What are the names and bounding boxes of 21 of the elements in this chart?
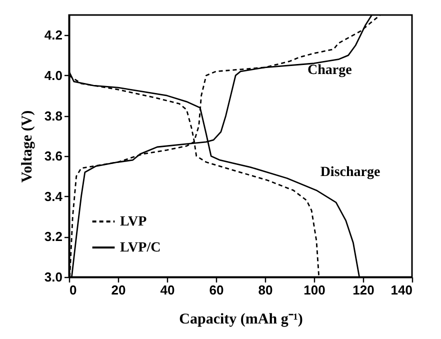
y-tick-label: 3.0 xyxy=(44,270,62,284)
y-tick-label: 3.6 xyxy=(44,148,62,164)
y-tick-label: 3.2 xyxy=(44,229,62,244)
y-axis-title: Voltage (V) xyxy=(19,110,36,183)
x-axis-title: Capacity (mAh g⁻¹) xyxy=(179,312,303,328)
x-tick-label: 100 xyxy=(304,282,326,298)
x-tick-label: 0 xyxy=(70,282,77,298)
legend-label: LVP xyxy=(120,214,148,230)
x-tick-label: 20 xyxy=(111,282,126,298)
x-tick-label: 40 xyxy=(160,282,175,298)
legend-label: LVP/C xyxy=(120,240,161,256)
y-tick-label: 4.2 xyxy=(44,28,62,43)
annotation: Discharge xyxy=(320,165,380,180)
x-tick-label: 60 xyxy=(209,282,224,298)
x-tick-label: 80 xyxy=(258,282,273,298)
x-tick-label: 140 xyxy=(390,282,412,298)
y-tick-label: 3.4 xyxy=(44,188,64,204)
annotation: Charge xyxy=(308,63,352,78)
x-tick-label: 120 xyxy=(352,282,374,298)
y-tick-label: 4.0 xyxy=(44,68,62,83)
y-tick-label: 3.8 xyxy=(44,108,62,124)
